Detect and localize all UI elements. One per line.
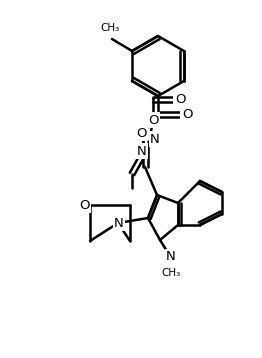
Text: O: O bbox=[148, 113, 158, 126]
Text: N: N bbox=[114, 217, 124, 229]
Text: N: N bbox=[137, 145, 147, 158]
Text: N: N bbox=[166, 251, 176, 263]
Text: CH₃: CH₃ bbox=[100, 23, 120, 33]
Text: CH₃: CH₃ bbox=[161, 268, 181, 278]
Text: O: O bbox=[175, 92, 185, 106]
Text: O: O bbox=[136, 126, 146, 140]
Text: N: N bbox=[150, 132, 160, 145]
Text: O: O bbox=[182, 107, 192, 121]
Text: O: O bbox=[79, 198, 89, 212]
